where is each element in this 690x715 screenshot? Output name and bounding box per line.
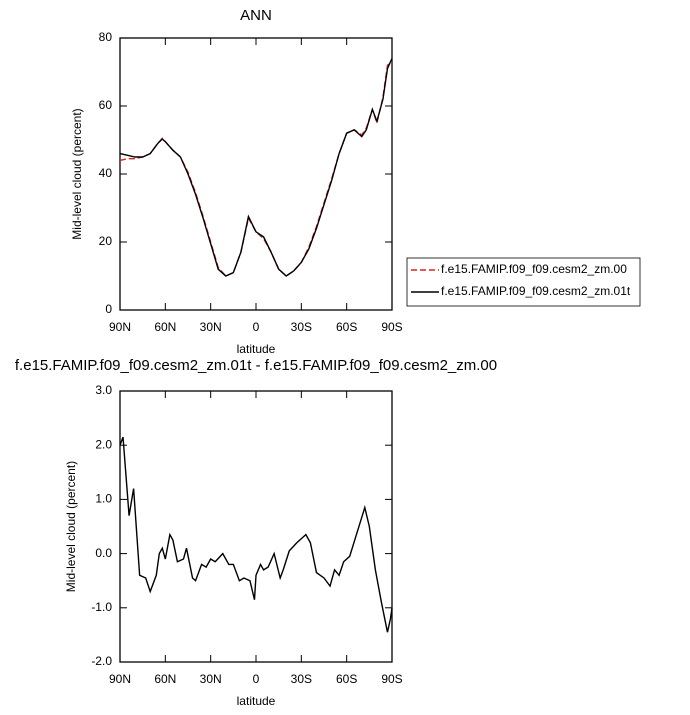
x-axis-label: latitude [237,694,276,708]
x-tick-label: 30N [200,320,222,334]
x-tick-label: 30N [200,672,222,686]
y-tick-label: 3.0 [95,383,112,397]
data-line [119,58,393,277]
y-tick-label: 80 [99,30,113,44]
y-tick-label: 20 [99,234,113,248]
y-tick-label: -1.0 [91,600,112,614]
data-line [119,436,393,633]
y-tick-label: 40 [99,166,113,180]
chart-title: ANN [240,7,272,24]
legend-label: f.e15.FAMIP.f09_f09.cesm2_zm.01t [441,284,631,298]
x-tick-label: 30S [291,672,312,686]
chart-title: f.e15.FAMIP.f09_f09.cesm2_zm.01t - f.e15… [15,357,497,374]
data-line [119,61,393,277]
x-tick-label: 90S [381,320,402,334]
x-tick-label: 60N [154,672,176,686]
x-tick-label: 60S [336,320,357,334]
x-tick-label: 30S [291,320,312,334]
y-tick-label: -2.0 [91,654,112,668]
x-tick-label: 90N [109,320,131,334]
legend-label: f.e15.FAMIP.f09_f09.cesm2_zm.00 [441,262,627,276]
plot-frame [119,390,393,663]
y-axis-label: Mid-level cloud (percent) [64,461,78,592]
y-tick-label: 60 [99,98,113,112]
x-tick-label: 90N [109,672,131,686]
y-tick-label: 1.0 [95,492,112,506]
y-tick-label: 0 [105,302,112,316]
y-tick-label: 2.0 [95,437,112,451]
x-tick-label: 0 [253,672,260,686]
plot-frame [119,37,393,311]
x-tick-label: 60N [154,320,176,334]
y-tick-label: 0.0 [95,546,112,560]
x-tick-label: 90S [381,672,402,686]
x-tick-label: 0 [253,320,260,334]
y-axis-label: Mid-level cloud (percent) [70,108,84,239]
legend-box [406,257,641,307]
x-axis-label: latitude [237,342,276,356]
x-tick-label: 60S [336,672,357,686]
